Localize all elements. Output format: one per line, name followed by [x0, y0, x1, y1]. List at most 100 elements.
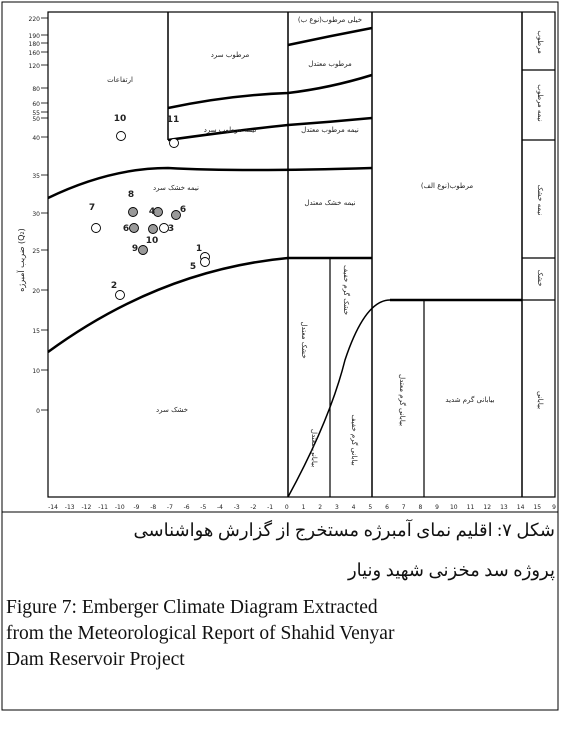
station-point: [128, 207, 138, 217]
x-tick-label: 9: [552, 504, 556, 511]
x-tick-label: 4: [352, 504, 356, 511]
vertical-region-label: بیابانی گرم خفیف: [350, 414, 359, 465]
side-label: خشک: [536, 270, 544, 287]
vertical-region-label: بیابانی معتدل: [310, 429, 318, 467]
x-tick-label: 3: [335, 504, 339, 511]
y-tick-label: 35: [32, 173, 40, 180]
station-point: [129, 223, 139, 233]
x-tick-label: -9: [134, 504, 140, 511]
vertical-region-label: خشک گرم خفیف: [342, 265, 351, 315]
x-tick-label: 10: [450, 504, 458, 511]
y-tick-label: 25: [32, 248, 40, 255]
station-label: 5: [190, 262, 196, 272]
station-point: [91, 223, 101, 233]
y-tick-label: 80: [32, 86, 40, 93]
caption-line: Figure 7: Emberger Climate Diagram Extra…: [6, 597, 378, 618]
y-tick-label: 160: [29, 50, 41, 57]
station-label: 6: [180, 205, 186, 215]
y-tick-label: 10: [32, 368, 40, 375]
region-label: بیابانی گرم شدید: [445, 395, 494, 404]
caption-line: پروژه سد مخزنی شهید ونیار: [347, 560, 555, 580]
station-point: [138, 245, 148, 255]
station-point: [116, 131, 126, 141]
y-tick-label: 220: [29, 16, 41, 23]
y-tick-label: 0: [36, 408, 40, 415]
x-tick-label: -8: [150, 504, 156, 511]
x-tick-label: -7: [167, 504, 173, 511]
y-tick-label: 55: [32, 110, 40, 117]
station-point: [159, 223, 169, 233]
side-label: نیمه مرطوب: [536, 84, 544, 122]
side-label: مرطوب: [536, 30, 544, 54]
station-label: 3: [168, 224, 174, 234]
x-tick-label: 15: [533, 504, 541, 511]
x-tick-label: -11: [98, 504, 108, 511]
region-label: مرطوب سرد: [211, 51, 250, 59]
x-tick-label: 12: [483, 504, 491, 511]
plot-frame: [47, 11, 556, 498]
y-tick-label: 180: [29, 41, 41, 48]
vertical-region-label: خشک معتدل: [300, 321, 308, 358]
caption-line: Dam Reservoir Project: [6, 649, 185, 670]
station-point: [148, 224, 158, 234]
x-tick-label: 14: [517, 504, 525, 511]
region-label: نیمه مرطوب سرد: [204, 126, 257, 134]
x-tick-label: 6: [385, 504, 389, 511]
x-tick-label: -4: [217, 504, 223, 511]
caption-line: from the Meteorological Report of Shahid…: [6, 623, 395, 644]
side-label: نیمه خشک: [536, 185, 544, 216]
station-label: 10: [146, 236, 159, 246]
station-label: 9: [132, 244, 138, 254]
station-point: [200, 257, 210, 267]
x-tick-label: -14: [48, 504, 58, 511]
region-label: مرطوب(نوع الف): [421, 182, 473, 190]
y-tick-label: 40: [32, 135, 40, 142]
region-label: خشک سرد: [156, 406, 188, 414]
y-tick-label: 15: [32, 328, 40, 335]
y-tick-label: 60: [32, 101, 40, 108]
region-label: نیمه مرطوب معتدل: [301, 126, 359, 134]
station-point: [171, 210, 181, 220]
x-tick-label: 0: [285, 504, 289, 511]
vertical-region-label: بیابانی گرم معتدل: [398, 374, 407, 426]
region-label: ارتفاعات: [107, 76, 133, 84]
side-label: بیابانی: [536, 391, 544, 409]
station-point: [169, 138, 179, 148]
x-tick-label: 5: [368, 504, 372, 511]
y-tick-label: 20: [32, 288, 40, 295]
region-label: مرطوب معتدل: [308, 60, 352, 68]
region-label: خیلی مرطوب(نوع ب): [298, 16, 362, 24]
x-tick-label: -13: [65, 504, 75, 511]
station-label: 4: [149, 207, 155, 217]
x-tick-label: 13: [500, 504, 508, 511]
station-label: 10: [114, 114, 127, 124]
x-tick-label: 7: [402, 504, 406, 511]
region-label: نیمه خشک سرد: [153, 184, 199, 192]
x-tick-label: 8: [418, 504, 422, 511]
station-label: 1: [196, 244, 202, 254]
y-tick-label: 50: [32, 116, 40, 123]
x-tick-label: 9: [435, 504, 439, 511]
station-point: [153, 207, 163, 217]
station-point: [115, 290, 125, 300]
x-tick-label: -5: [200, 504, 206, 511]
station-label: 6: [123, 224, 129, 234]
station-label: 8: [128, 190, 134, 200]
outer-border: [1, 1, 559, 711]
station-label: 2: [111, 281, 117, 291]
y-axis-title: ضریب آمبرژه (Q₂): [16, 228, 26, 292]
x-tick-label: -6: [184, 504, 190, 511]
x-tick-label: -12: [81, 504, 91, 511]
station-label: 11: [167, 115, 180, 125]
caption-line: شکل ۷: اقلیم نمای آمبرژه مستخرج از گزارش…: [133, 520, 555, 540]
station-label: 7: [89, 203, 95, 213]
x-tick-label: -3: [234, 504, 240, 511]
x-tick-label: -1: [267, 504, 273, 511]
x-tick-label: -2: [250, 504, 256, 511]
x-tick-label: 11: [467, 504, 475, 511]
y-tick-label: 120: [29, 63, 41, 70]
y-tick-label: 30: [32, 211, 40, 218]
x-tick-label: 2: [318, 504, 322, 511]
